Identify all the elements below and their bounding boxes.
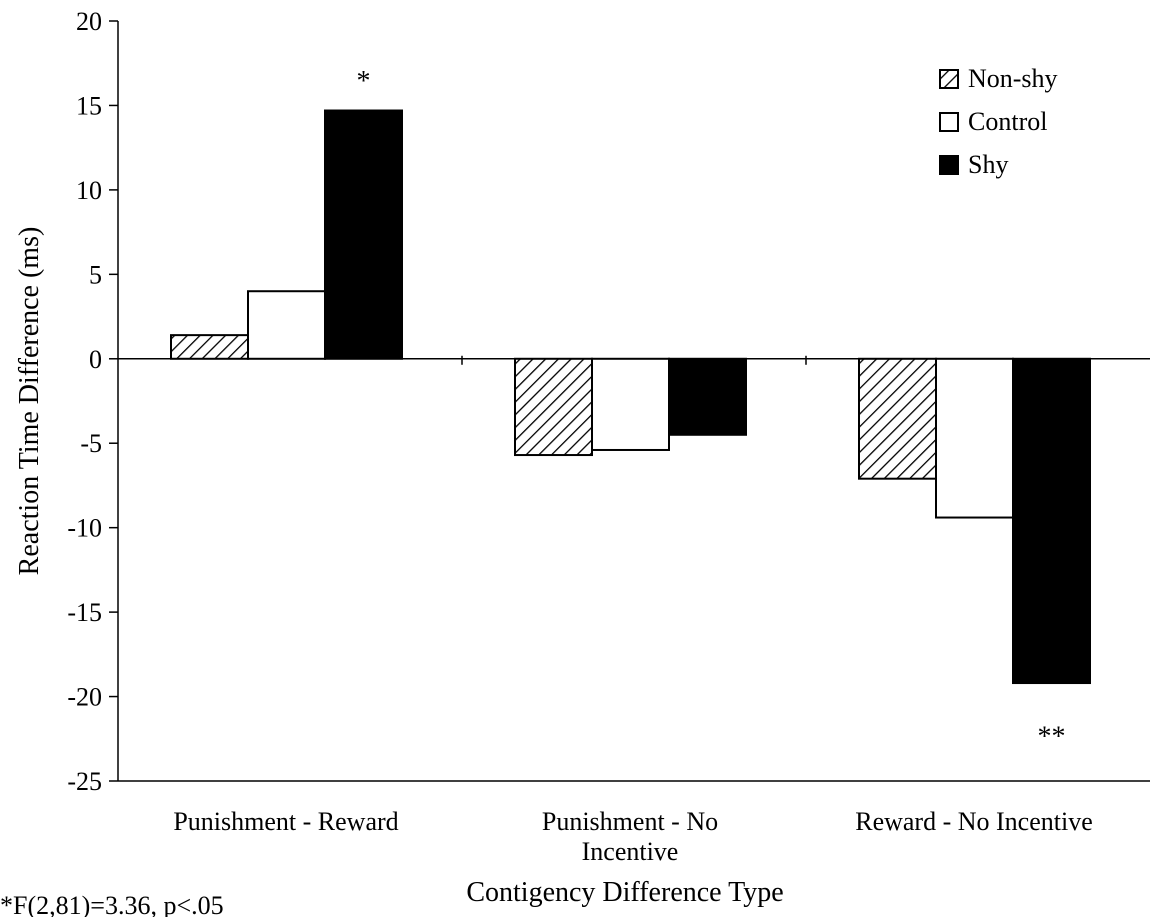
legend-label: Non-shy — [968, 64, 1058, 93]
legend-label: Control — [968, 107, 1047, 136]
bar-shy-1 — [668, 357, 747, 436]
y-tick-label: 15 — [76, 91, 102, 120]
bar-non-shy-0 — [170, 334, 249, 360]
x-axis-title: Contigency Difference Type — [466, 877, 783, 908]
bar-shy-2 — [1012, 357, 1091, 685]
bar-control-0 — [247, 290, 326, 360]
category-label: Punishment - No — [542, 807, 718, 836]
bar-non-shy-2 — [858, 357, 937, 480]
y-tick-label: -20 — [67, 683, 102, 712]
legend-swatch-control — [939, 112, 959, 132]
y-tick-label: -10 — [67, 514, 102, 543]
y-tick-label: -5 — [80, 429, 102, 458]
bar-control-2 — [935, 357, 1014, 519]
significance-marker: * — [357, 66, 371, 97]
legend-swatch-non-shy — [939, 69, 959, 89]
y-axis-title: Reaction Time Difference (ms) — [14, 227, 45, 576]
category-label: Reward - No Incentive — [855, 807, 1093, 836]
legend-swatch-shy — [939, 155, 959, 175]
bar-shy-0 — [324, 109, 403, 360]
y-tick-label: -25 — [67, 767, 102, 796]
y-tick-label: -15 — [67, 598, 102, 627]
legend-label: Shy — [968, 150, 1008, 179]
significance-marker: ** — [1038, 721, 1066, 752]
category-label: Incentive — [582, 837, 679, 866]
y-tick-label: 5 — [89, 260, 102, 289]
y-tick-label: 0 — [89, 345, 102, 374]
category-label: Punishment - Reward — [173, 807, 398, 836]
bar-non-shy-1 — [514, 357, 593, 457]
bar-control-1 — [591, 357, 670, 451]
y-tick-label: 20 — [76, 7, 102, 36]
y-tick-label: 10 — [76, 176, 102, 205]
footnote: *F(2,81)=3.36, p<.05 — [0, 891, 224, 917]
